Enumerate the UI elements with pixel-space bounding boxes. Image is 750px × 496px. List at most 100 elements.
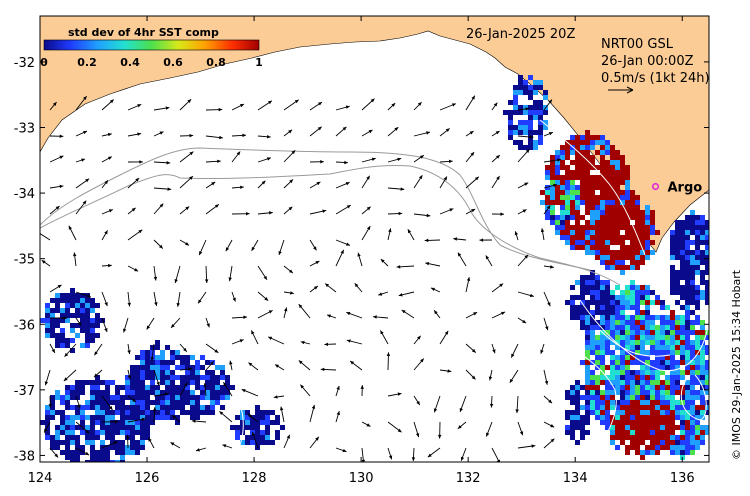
sst-cell: [570, 210, 575, 215]
sst-cell: [140, 400, 145, 405]
current-arrow-icon: [491, 343, 496, 354]
sst-cell: [655, 360, 660, 365]
x-tick-label: 134: [563, 471, 588, 486]
sst-cell: [620, 235, 625, 240]
sst-cell: [575, 415, 580, 420]
x-tick-label: 128: [242, 471, 267, 486]
current-arrow-icon: [324, 342, 337, 347]
sst-cell: [710, 355, 715, 360]
current-arrow-icon: [453, 237, 467, 241]
sst-cell: [240, 420, 245, 425]
sst-cell: [605, 295, 610, 300]
sst-cell: [70, 450, 75, 455]
sst-cell: [610, 385, 615, 390]
sst-cell: [685, 445, 690, 450]
sst-cell: [625, 385, 630, 390]
current-arrow-icon: [439, 128, 450, 137]
sst-cell: [560, 175, 565, 180]
sst-cell: [640, 250, 645, 255]
sst-cell: [615, 295, 620, 300]
sst-cell: [70, 425, 75, 430]
sst-cell: [590, 185, 595, 190]
sst-cell: [528, 95, 533, 100]
sst-cell: [90, 400, 95, 405]
sst-cell: [675, 290, 680, 295]
sst-cell: [615, 195, 620, 200]
sst-cell: [645, 370, 650, 375]
sst-cell: [680, 415, 685, 420]
sst-cell: [130, 375, 135, 380]
sst-cell: [705, 405, 709, 410]
sst-cell: [655, 330, 660, 335]
sst-cell: [600, 135, 605, 140]
sst-cell: [655, 315, 660, 320]
sst-cell: [140, 355, 145, 360]
sst-cell: [680, 260, 685, 265]
sst-cell: [508, 125, 513, 130]
sst-cell: [700, 350, 705, 355]
sst-cell: [528, 115, 533, 120]
current-arrow-icon: [127, 417, 146, 423]
sst-cell: [620, 370, 625, 375]
sst-cell: [580, 145, 585, 150]
current-arrow-icon: [127, 103, 142, 111]
sst-cell: [695, 240, 700, 245]
sst-cell: [255, 405, 260, 410]
sst-cell: [590, 240, 595, 245]
sst-cell: [545, 210, 550, 215]
sst-cell: [630, 330, 635, 335]
sst-cell: [120, 395, 125, 400]
sst-cell: [95, 460, 100, 462]
sst-cell: [635, 250, 640, 255]
sst-cell: [645, 435, 650, 440]
sst-cell: [635, 375, 640, 380]
current-arrow-icon: [413, 335, 422, 345]
sst-cell: [150, 365, 155, 370]
current-arrow-icon: [205, 343, 219, 354]
sst-cell: [665, 405, 670, 410]
sst-cell: [155, 415, 160, 420]
sst-cell: [160, 370, 165, 375]
sst-cell: [705, 250, 709, 255]
sst-cell: [705, 235, 709, 240]
sst-cell: [595, 360, 600, 365]
sst-cell: [575, 400, 580, 405]
sst-cell: [538, 115, 543, 120]
sst-cell: [665, 345, 670, 350]
sst-cell: [605, 365, 610, 370]
sst-cell: [610, 155, 615, 160]
sst-cell: [685, 350, 690, 355]
sst-cell: [75, 313, 80, 318]
sst-cell: [635, 395, 640, 400]
sst-cell: [590, 140, 595, 145]
sst-cell: [585, 175, 590, 180]
sst-cell: [75, 298, 80, 303]
sst-cell: [620, 270, 625, 275]
sst-cell: [590, 200, 595, 205]
sst-cell: [85, 303, 90, 308]
sst-cell: [605, 175, 610, 180]
current-arrow-icon: [75, 200, 87, 215]
sst-cell: [685, 330, 690, 335]
sst-cell: [660, 395, 665, 400]
sst-cell: [570, 435, 575, 440]
sst-cell: [265, 440, 270, 445]
sst-cell: [55, 323, 60, 328]
sst-cell: [710, 230, 715, 235]
sst-cell: [55, 338, 60, 343]
sst-cell: [605, 160, 610, 165]
sst-cell: [625, 185, 630, 190]
current-arrow-icon: [278, 239, 285, 256]
sst-cell: [260, 430, 265, 435]
sst-cell: [90, 430, 95, 435]
sst-cell: [105, 425, 110, 430]
sst-cell: [620, 200, 625, 205]
sst-cell: [570, 285, 575, 290]
sst-cell: [645, 240, 650, 245]
sst-cell: [650, 390, 655, 395]
sst-cell: [660, 415, 665, 420]
sst-cell: [590, 135, 595, 140]
sst-cell: [685, 235, 690, 240]
sst-cell: [695, 235, 700, 240]
sst-cell: [695, 340, 700, 345]
